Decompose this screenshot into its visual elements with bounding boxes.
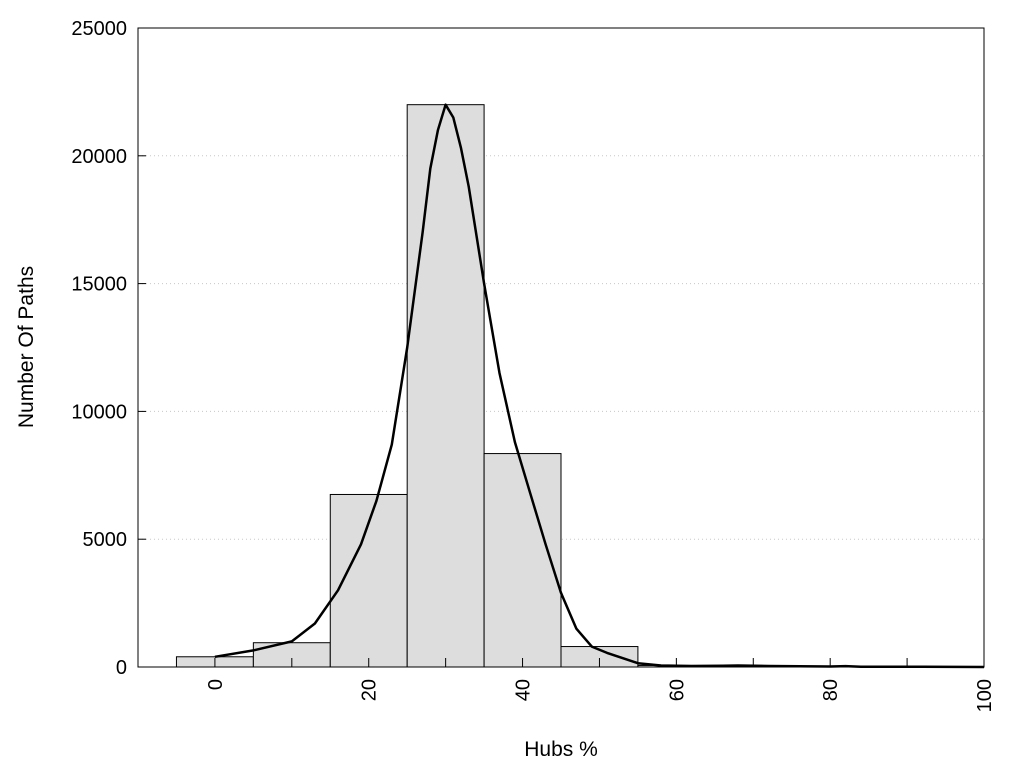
density-curve-group [214,103,985,669]
y-tick-label: 20000 [71,146,127,168]
histogram-bars [175,104,985,668]
x-tick-label: 40 [513,679,535,701]
y-tick-label: 10000 [71,401,127,423]
histogram-bar [406,104,485,668]
x-tick-label: 0 [205,679,227,690]
x-tick-label: 60 [666,679,688,701]
y-tick-label: 15000 [71,274,127,296]
y-tick-label: 5000 [83,529,128,551]
tick-labels: 0 5000 10000 15000 20000 25000 0 20 40 60 80 100 [71,18,996,712]
x-tick-label: 80 [820,679,842,701]
y-axis-label: Number Of Paths [15,266,38,428]
y-tick-label: 25000 [71,18,127,40]
x-tick-label: 20 [359,679,381,701]
x-tick-label: 100 [974,679,996,712]
x-axis-label: Hubs % [524,738,598,761]
y-tick-label: 0 [116,657,127,679]
gridlines [138,155,984,540]
histogram-bar [483,453,562,668]
density-curve [214,103,985,669]
axis-ticks [138,27,985,668]
plot-frame [137,27,985,668]
